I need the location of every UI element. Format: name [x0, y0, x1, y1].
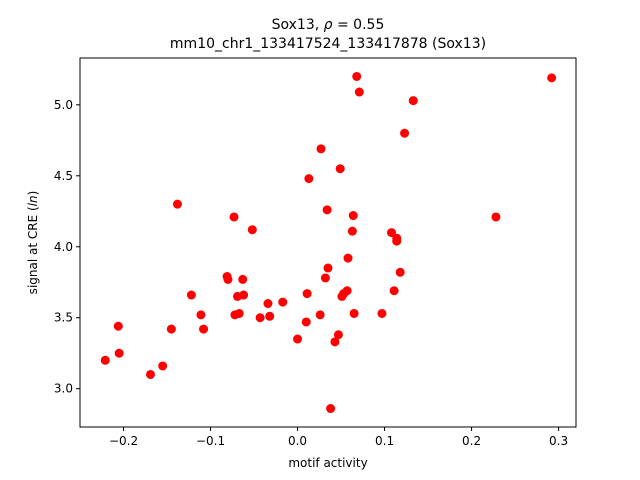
x-tick-label: 0.1: [375, 434, 394, 448]
data-point: [113, 321, 123, 331]
data-point: [348, 211, 358, 221]
data-point: [302, 289, 312, 299]
data-point: [400, 128, 410, 138]
plot-frame: [79, 57, 577, 428]
chart-subtitle: mm10_chr1_133417524_133417878 (Sox13): [170, 36, 486, 52]
data-point: [352, 71, 362, 81]
data-point: [196, 310, 206, 320]
y-axis-label: signal at CRE (ln): [26, 191, 40, 295]
chart-title: Sox13, ρ = 0.55: [272, 17, 385, 33]
ticks-layer: −0.2 −0.1 0.0 0.1 0.2 0.3 3.0 3.5 4.0 4.5 5.0: [54, 98, 568, 448]
x-axis-label: motif activity: [288, 456, 367, 470]
data-point: [343, 253, 353, 263]
data-point: [315, 310, 325, 320]
data-point: [238, 274, 248, 284]
y-axis-label-italic: ln: [26, 195, 40, 206]
data-point: [547, 73, 557, 83]
data-point: [293, 334, 303, 344]
data-point: [349, 308, 359, 318]
y-tick-label: 5.0: [54, 98, 73, 112]
y-axis-label-suffix: ): [26, 191, 40, 196]
data-point: [408, 96, 418, 106]
chart-title-prefix: Sox13,: [272, 17, 324, 33]
data-point: [223, 274, 233, 284]
data-point: [166, 324, 176, 334]
chart-title-rho-value: = 0.55: [333, 17, 385, 33]
data-point: [333, 330, 343, 340]
data-point: [304, 174, 314, 184]
x-tick-label: −0.1: [196, 434, 225, 448]
data-point: [247, 225, 257, 235]
data-point: [100, 355, 110, 365]
y-tick-label: 4.5: [54, 169, 73, 183]
points-layer: [100, 71, 557, 414]
x-tick-label: −0.2: [109, 434, 138, 448]
data-point: [263, 299, 273, 309]
data-point: [320, 273, 330, 283]
y-tick-label: 3.0: [54, 382, 73, 396]
y-tick-label: 4.0: [54, 240, 73, 254]
data-point: [278, 297, 288, 307]
data-point: [323, 263, 333, 273]
data-point: [377, 308, 387, 318]
data-point: [172, 199, 182, 209]
data-point: [186, 290, 196, 300]
data-point: [395, 267, 405, 277]
chart-title-rho-symbol: ρ: [324, 17, 333, 33]
data-point: [347, 226, 357, 236]
data-point: [114, 348, 124, 358]
data-point: [326, 404, 336, 414]
x-tick-label: 0.2: [462, 434, 481, 448]
data-point: [265, 311, 275, 321]
data-point: [354, 87, 364, 97]
data-point: [229, 212, 239, 222]
data-point: [199, 324, 209, 334]
x-tick-label: 0.0: [288, 434, 307, 448]
data-point: [387, 228, 397, 238]
x-tick-label: 0.3: [549, 434, 568, 448]
data-point: [234, 308, 244, 318]
data-point: [322, 205, 332, 215]
data-point: [491, 212, 501, 222]
data-point: [316, 144, 326, 154]
data-point: [389, 286, 399, 296]
data-point: [239, 290, 249, 300]
data-point: [158, 361, 168, 371]
data-point: [301, 317, 311, 327]
data-point: [255, 313, 265, 323]
data-point: [335, 164, 345, 174]
data-point: [330, 337, 340, 347]
data-point: [392, 236, 402, 246]
data-point: [342, 286, 352, 296]
y-tick-label: 3.5: [54, 311, 73, 325]
data-point: [145, 369, 155, 379]
y-axis-label-prefix: signal at CRE (: [26, 206, 40, 294]
